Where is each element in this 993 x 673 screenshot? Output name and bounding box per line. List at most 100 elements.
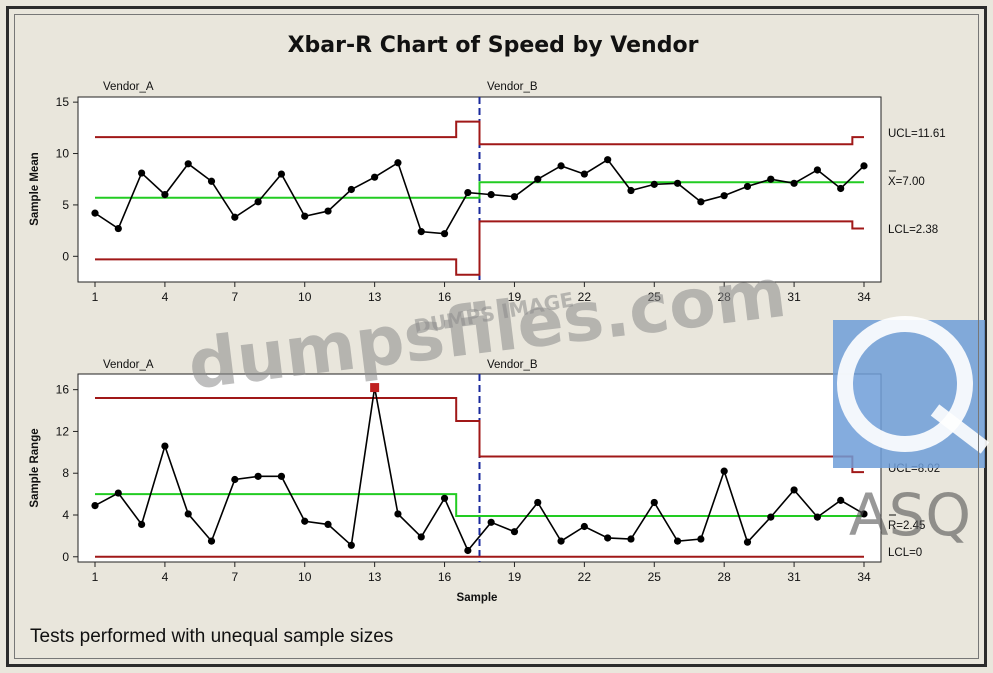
xbar-data-point — [301, 212, 309, 220]
xbar-data-point — [720, 192, 728, 200]
range-data-point — [720, 467, 728, 475]
range-x-tick-label: 31 — [787, 570, 801, 584]
range-x-tick-label: 7 — [231, 570, 238, 584]
xbar-data-point — [580, 170, 588, 178]
range-data-point — [487, 518, 495, 526]
asq-logo-tail — [930, 404, 990, 454]
xbar-data-point — [790, 179, 798, 187]
xbar-x-tick-label: 34 — [857, 290, 871, 304]
range-data-point — [138, 520, 146, 529]
xbar-data-point — [860, 162, 868, 170]
range-y-tick-label: 0 — [62, 550, 69, 564]
xbar-panel: Vendor_A Vendor_B Sample Mean UCL=11.61 … — [29, 81, 946, 304]
xbar-data-point — [464, 188, 472, 197]
range-x-tick-label: 4 — [162, 570, 169, 584]
range-lcl-label: LCL=0 — [888, 547, 922, 559]
xbar-x-tick-label: 28 — [718, 290, 732, 304]
xbar-x-tick-label: 31 — [787, 290, 801, 304]
xbar-lcl-label: LCL=2.38 — [888, 224, 938, 236]
xbar-x-tick-label: 1 — [92, 290, 99, 304]
range-data-point — [301, 517, 309, 525]
range-data-point — [837, 496, 845, 504]
xbar-data-point — [347, 185, 355, 194]
xbar-series-line — [94, 158, 865, 235]
xbar-data-point — [534, 175, 542, 183]
xbar-data-point — [138, 169, 146, 177]
range-group-label-b: Vendor_B — [487, 359, 538, 371]
xbar-data-point — [254, 198, 262, 206]
range-data-point — [464, 546, 472, 555]
xbar-y-axis-label: Sample Mean — [29, 152, 41, 226]
range-data-point — [231, 475, 239, 484]
range-x-tick-label: 13 — [368, 570, 382, 584]
range-data-point — [324, 520, 332, 529]
range-x-tick-label: 25 — [648, 570, 662, 584]
xbar-x-tick-label: 10 — [298, 290, 312, 304]
footnote: Tests performed with unequal sample size… — [30, 626, 393, 647]
xbar-data-point — [557, 162, 565, 170]
xbar-data-point — [231, 213, 239, 221]
range-data-point — [114, 489, 122, 497]
xbar-data-point — [161, 191, 169, 199]
xbar-data-point — [184, 160, 192, 168]
xbar-x-tick-label: 13 — [368, 290, 382, 304]
xbar-x-tick-label: 19 — [508, 290, 522, 304]
range-data-point — [534, 498, 542, 507]
x-axis-label: Sample — [457, 592, 498, 604]
range-data-point — [510, 528, 519, 536]
xbar-data-point — [324, 207, 332, 215]
range-data-point — [161, 442, 169, 450]
range-data-point — [207, 537, 216, 545]
range-data-point — [813, 513, 821, 521]
range-data-point — [743, 538, 752, 546]
xbar-data-point — [207, 177, 216, 185]
range-data-point — [767, 513, 775, 521]
range-y-tick-label: 4 — [62, 508, 69, 522]
xbar-data-point — [417, 228, 425, 236]
range-data-point — [394, 510, 402, 518]
range-group-label-a: Vendor_A — [103, 359, 154, 371]
xbar-y-tick-label: 5 — [62, 198, 69, 212]
range-x-tick-label: 1 — [92, 570, 99, 584]
range-y-axis-label: Sample Range — [29, 428, 41, 507]
xbar-ucl-label: UCL=11.61 — [888, 128, 946, 140]
xbar-data-point — [767, 175, 775, 183]
xbar-data-point — [604, 156, 612, 164]
range-x-tick-label: 10 — [298, 570, 312, 584]
chart-title: Xbar-R Chart of Speed by Vendor — [288, 33, 699, 58]
xbar-data-point — [673, 179, 682, 187]
range-center-line — [95, 493, 864, 518]
xbar-data-point — [394, 159, 402, 167]
xbar-lcl-line — [95, 220, 864, 276]
range-data-point — [604, 534, 612, 542]
range-series-line — [94, 387, 865, 553]
range-panel: Vendor_A Vendor_B Sample Range Sample UC… — [29, 359, 940, 604]
xbar-ucl-line — [95, 120, 864, 146]
range-data-point — [697, 535, 705, 543]
range-y-tick-label: 8 — [62, 466, 69, 480]
range-ucl-line — [95, 397, 864, 474]
xbar-data-point — [114, 224, 122, 233]
xbar-center-line — [95, 181, 864, 199]
range-data-point — [650, 498, 658, 507]
xbar-y-tick-label: 10 — [56, 147, 70, 161]
xbar-y-tick-label: 0 — [62, 249, 69, 263]
xbar-x-tick-label: 7 — [231, 290, 238, 304]
xbar-data-point — [837, 184, 845, 193]
range-data-point — [557, 537, 565, 545]
xbar-data-point — [743, 182, 752, 191]
range-data-point — [347, 541, 355, 549]
xbar-data-point — [510, 193, 519, 201]
xbar-center-label: X=7.00 — [888, 176, 925, 188]
range-data-point — [184, 510, 192, 518]
xbar-data-point — [813, 166, 821, 174]
range-x-tick-label: 28 — [718, 570, 732, 584]
asq-logo-ring — [837, 316, 973, 452]
xbar-data-point — [91, 209, 99, 217]
range-x-tick-label: 22 — [578, 570, 592, 584]
xbar-x-tick-label: 22 — [578, 290, 592, 304]
xbar-group-label-b: Vendor_B — [487, 81, 538, 93]
range-data-point — [440, 494, 449, 502]
